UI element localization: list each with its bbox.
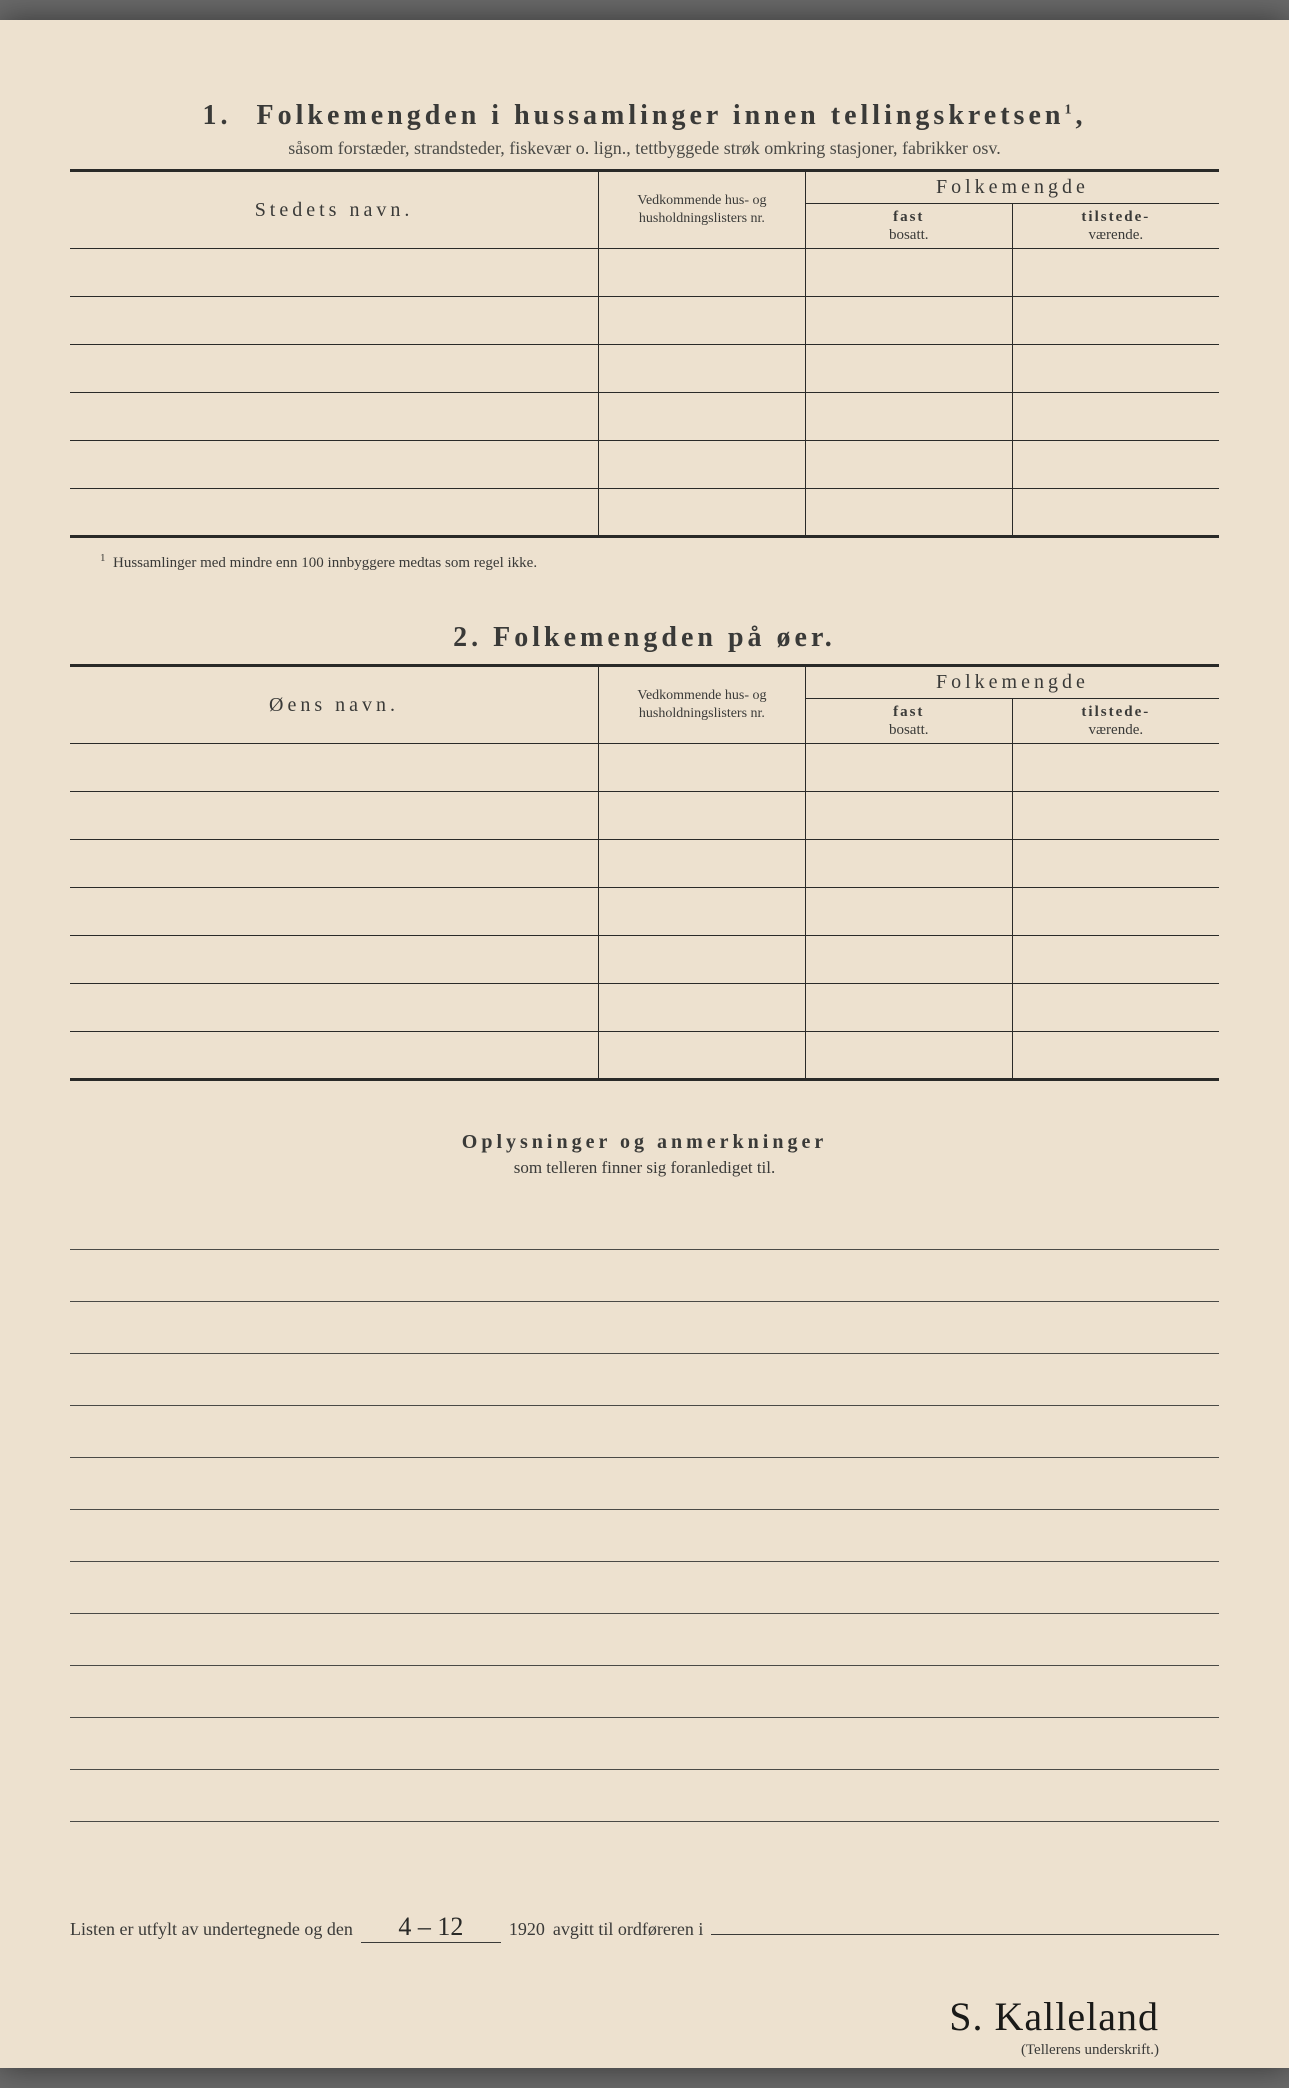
table-row bbox=[70, 393, 1219, 441]
signature-label: (Tellerens underskrift.) bbox=[70, 2042, 1159, 2059]
notes-subtitle: som telleren finner sig foranlediget til… bbox=[70, 1158, 1219, 1178]
table-row bbox=[70, 936, 1219, 984]
th-fast: fast bosatt. bbox=[805, 204, 1012, 249]
note-line bbox=[70, 1354, 1219, 1406]
section-2: 2. Folkemengden på øer. Øens navn. Vedko… bbox=[70, 622, 1219, 1081]
signature: S. Kalleland bbox=[70, 1993, 1159, 2040]
note-line bbox=[70, 1302, 1219, 1354]
section-1-title-text: Folkemengden i hussamlinger innen tellin… bbox=[257, 100, 1065, 131]
section-2-title-text: Folkemengden på øer. bbox=[493, 622, 836, 653]
table-row bbox=[70, 792, 1219, 840]
note-line bbox=[70, 1770, 1219, 1822]
section-1-subtitle: såsom forstæder, strandsteder, fiskevær … bbox=[70, 138, 1219, 159]
table-2: Øens navn. Vedkommende hus- og husholdni… bbox=[70, 664, 1219, 1081]
th-tilstede-sub-2: værende. bbox=[1089, 722, 1144, 738]
note-line bbox=[70, 1250, 1219, 1302]
notes-title: Oplysninger og anmerkninger bbox=[70, 1131, 1219, 1154]
census-form-page: 1. Folkemengden i hussamlinger innen tel… bbox=[0, 20, 1289, 2068]
note-line bbox=[70, 1614, 1219, 1666]
notes-header: Oplysninger og anmerkninger som telleren… bbox=[70, 1131, 1219, 1178]
notes-lines bbox=[70, 1198, 1219, 1822]
table-row bbox=[70, 744, 1219, 792]
section-1-number: 1. bbox=[203, 100, 232, 131]
section-1-title: 1. Folkemengden i hussamlinger innen tel… bbox=[70, 100, 1219, 132]
table-row bbox=[70, 888, 1219, 936]
table-row bbox=[70, 297, 1219, 345]
section-1-footnote: 1 Hussamlinger med mindre enn 100 innbyg… bbox=[70, 552, 1219, 572]
th-tilstede-bold: tilstede- bbox=[1081, 209, 1150, 225]
signoff-blank-long bbox=[711, 1934, 1219, 1935]
table-row bbox=[70, 489, 1219, 537]
th-fast-sub-2: bosatt. bbox=[889, 722, 929, 738]
note-line bbox=[70, 1198, 1219, 1250]
section-1: 1. Folkemengden i hussamlinger innen tel… bbox=[70, 100, 1219, 572]
note-line bbox=[70, 1458, 1219, 1510]
note-line bbox=[70, 1718, 1219, 1770]
note-line bbox=[70, 1510, 1219, 1562]
table-1: Stedets navn. Vedkommende hus- og hushol… bbox=[70, 169, 1219, 538]
th-list-nr: Vedkommende hus- og husholdningslisters … bbox=[599, 171, 806, 249]
note-line bbox=[70, 1666, 1219, 1718]
th-fast-sub: bosatt. bbox=[889, 227, 929, 243]
th-oens-navn: Øens navn. bbox=[70, 666, 599, 744]
th-folkemengde: Folkemengde bbox=[805, 171, 1219, 204]
table-2-body bbox=[70, 744, 1219, 1080]
signoff-row: Listen er utfylt av undertegnede og den … bbox=[70, 1912, 1219, 1943]
th-tilstede-2: tilstede- værende. bbox=[1012, 699, 1219, 744]
section-2-number: 2. bbox=[453, 622, 482, 653]
table-1-body bbox=[70, 249, 1219, 537]
table-row bbox=[70, 840, 1219, 888]
table-row bbox=[70, 1032, 1219, 1080]
th-fast-bold-2: fast bbox=[893, 704, 924, 720]
table-row bbox=[70, 249, 1219, 297]
signoff-prefix: Listen er utfylt av undertegnede og den bbox=[70, 1919, 353, 1940]
signoff-suffix: avgitt til ordføreren i bbox=[553, 1919, 703, 1940]
footnote-text: Hussamlinger med mindre enn 100 innbygge… bbox=[113, 555, 537, 571]
signature-block: S. Kalleland (Tellerens underskrift.) bbox=[70, 1993, 1219, 2059]
th-tilstede-bold-2: tilstede- bbox=[1081, 704, 1150, 720]
signoff-date: 4 – 12 bbox=[361, 1912, 501, 1943]
note-line bbox=[70, 1406, 1219, 1458]
table-row bbox=[70, 984, 1219, 1032]
footnote-marker: 1 bbox=[100, 552, 106, 564]
th-fast-bold: fast bbox=[893, 209, 924, 225]
section-1-sup: 1 bbox=[1064, 103, 1075, 118]
th-stedets-navn: Stedets navn. bbox=[70, 171, 599, 249]
note-line bbox=[70, 1562, 1219, 1614]
th-list-nr-2: Vedkommende hus- og husholdningslisters … bbox=[599, 666, 806, 744]
th-tilstede-sub: værende. bbox=[1089, 227, 1144, 243]
table-row bbox=[70, 441, 1219, 489]
section-2-title: 2. Folkemengden på øer. bbox=[70, 622, 1219, 654]
table-row bbox=[70, 345, 1219, 393]
signoff-year: 1920 bbox=[509, 1919, 545, 1940]
th-tilstede: tilstede- værende. bbox=[1012, 204, 1219, 249]
th-folkemengde-2: Folkemengde bbox=[805, 666, 1219, 699]
th-fast-2: fast bosatt. bbox=[805, 699, 1012, 744]
